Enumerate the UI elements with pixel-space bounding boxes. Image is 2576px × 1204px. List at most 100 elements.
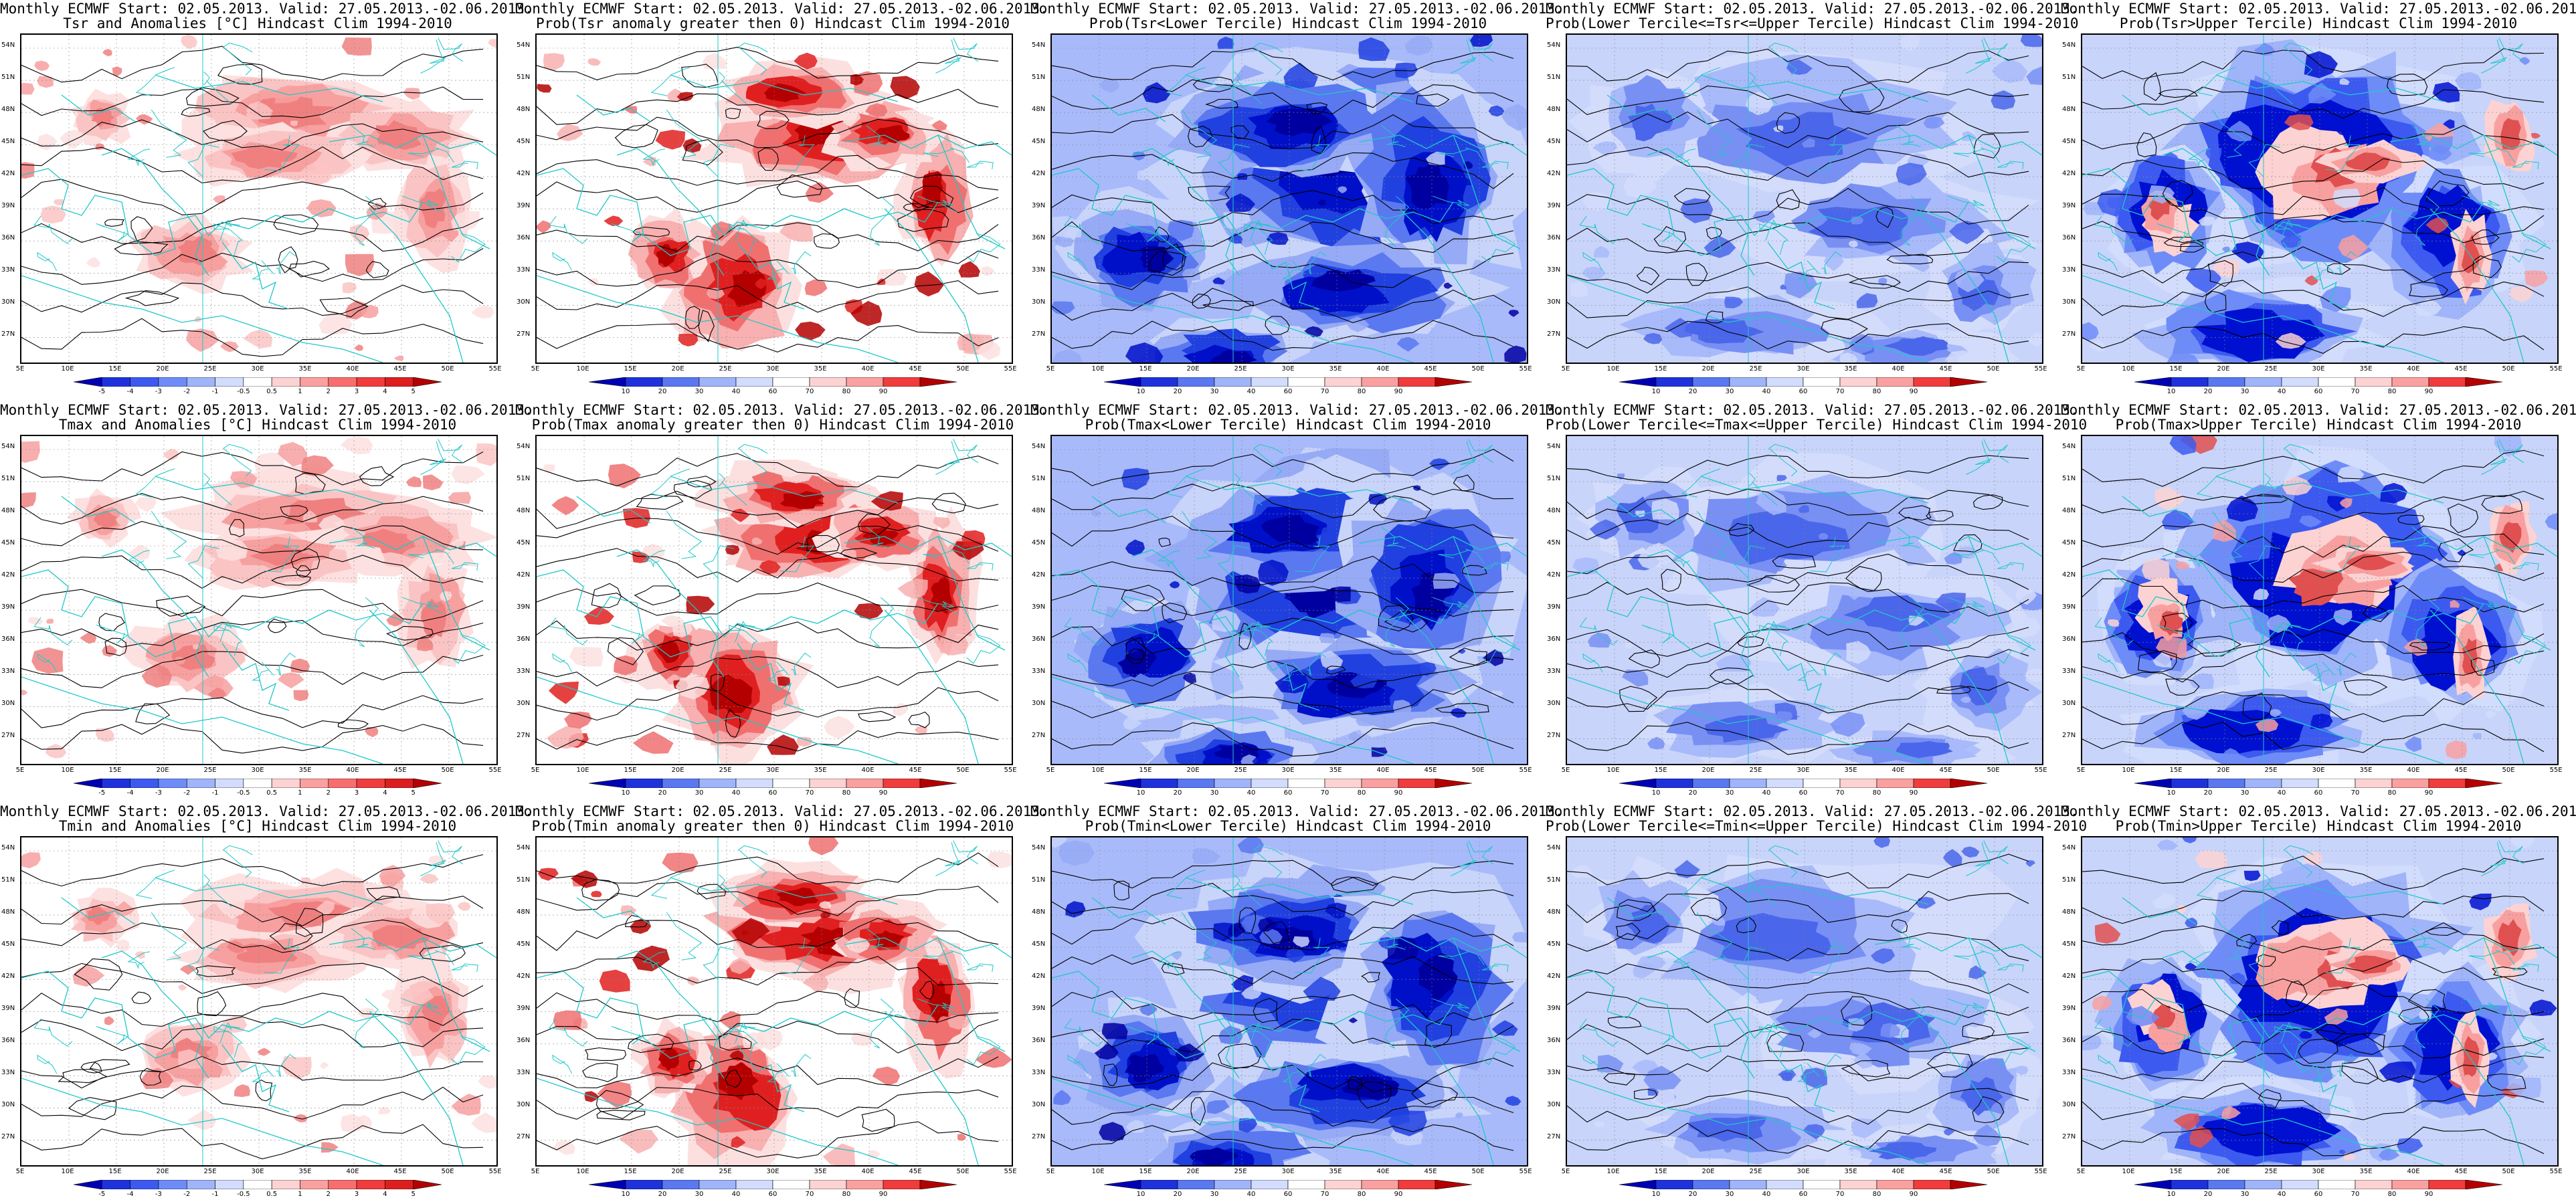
field-patch [543, 53, 565, 71]
field-patch [1849, 334, 1876, 354]
colorbar-segment [1177, 1180, 1215, 1189]
longitude-label: 15E [624, 767, 637, 774]
colorbar-label: 4 [383, 388, 387, 395]
field-patch [1231, 975, 1254, 992]
field-patch [986, 851, 1012, 869]
colorbar-segment [1950, 779, 1987, 788]
longitude-label: 35E [814, 767, 827, 774]
field-shade [1626, 905, 1670, 944]
colorbar-label: 30 [1210, 388, 1219, 395]
forecast-map [537, 436, 1012, 764]
field-patch [1142, 82, 1171, 104]
field-patch [1915, 896, 1936, 909]
field-shade [2500, 118, 2521, 150]
field-patch [564, 711, 592, 729]
colorbar-label: -1 [211, 789, 219, 797]
field-patch [2282, 476, 2312, 496]
colorbar-segment [1766, 779, 1804, 788]
longitude-label: 35E [2359, 365, 2373, 373]
colorbar-segment [2355, 779, 2393, 788]
colorbar-segment [1177, 377, 1215, 387]
colorbar-label: 3 [354, 1191, 359, 1198]
latitude-label: 30N [2062, 1101, 2076, 1109]
colorbar-label: 40 [731, 388, 741, 395]
field-patch [2414, 298, 2442, 316]
longitude-label: 55E [2549, 365, 2563, 373]
colorbar-segment [1140, 377, 1178, 387]
longitude-label: 45E [393, 767, 407, 774]
longitude-label: 30E [251, 1168, 264, 1175]
latitude-label: 27N [2062, 1133, 2076, 1141]
field-patch [2519, 57, 2531, 66]
longitude-label: 50E [956, 365, 970, 373]
colorbar-label: 60 [768, 1191, 777, 1198]
colorbar-segment [772, 779, 810, 788]
colorbar-label: -5 [98, 1191, 106, 1198]
field-patch [546, 726, 584, 749]
field-patch [86, 257, 100, 268]
colorbar [1104, 377, 1472, 387]
colorbar-segment [1177, 779, 1215, 788]
field-patch [141, 664, 173, 688]
field-patch [1368, 494, 1388, 505]
field-patch [1348, 730, 1362, 742]
field-patch [426, 903, 456, 924]
field-patch [1101, 1023, 1128, 1039]
forecast-panel: Monthly ECMWF Start: 02.05.2013. Valid: … [1546, 401, 2087, 803]
longitude-label: 10E [61, 767, 74, 774]
field-patch [2154, 486, 2186, 511]
field-patch [1777, 1070, 1797, 1081]
field-patch [2162, 509, 2195, 530]
longitude-label: 40E [1892, 1168, 1905, 1175]
field-shade [376, 120, 422, 150]
field-patch [981, 266, 995, 276]
latitude-label: 42N [517, 571, 531, 579]
latitude-label: 45N [1, 138, 15, 146]
field-patch [187, 1109, 217, 1130]
colorbar-segment [102, 377, 130, 387]
field-patch [2253, 588, 2270, 601]
longitude-label: 50E [1471, 1168, 1485, 1175]
field-patch [947, 1015, 971, 1030]
field-patch [584, 606, 614, 625]
colorbar-label: 2 [326, 1191, 331, 1198]
field-patch [1935, 592, 1966, 615]
field-patch [476, 443, 496, 466]
field-patch [45, 744, 67, 759]
field-patch [661, 615, 684, 628]
colorbar-label: 80 [2387, 388, 2397, 395]
colorbar-segment [271, 377, 300, 387]
colorbar-segment [2428, 1180, 2466, 1189]
longitude-label: 40E [1892, 365, 1905, 373]
field-shade [710, 674, 753, 713]
latitude-label: 48N [1, 908, 15, 916]
field-patch [1594, 1121, 1606, 1128]
latitude-label: 33N [1547, 668, 1561, 676]
colorbar-label: 10 [1651, 388, 1661, 395]
longitude-label: 55E [1519, 365, 1532, 373]
field-patch [1258, 559, 1289, 586]
latitude-label: 51N [2062, 876, 2076, 884]
colorbar-label: 20 [1688, 1191, 1697, 1198]
colorbar-segment [328, 1180, 357, 1189]
field-patch [1707, 688, 1724, 699]
latitude-label: 45N [1032, 940, 1046, 948]
field-patch [804, 279, 828, 296]
field-patch [1674, 860, 1700, 878]
colorbar-label: -0.5 [237, 388, 250, 395]
latitude-label: 42N [1, 571, 15, 579]
latitude-label: 33N [1, 668, 15, 676]
latitude-label: 51N [2062, 74, 2076, 82]
field-patch [557, 123, 583, 141]
latitude-label: 27N [517, 330, 531, 338]
longitude-label: 15E [108, 767, 122, 774]
latitude-label: 39N [1547, 603, 1561, 611]
longitude-label: 25E [2264, 1168, 2278, 1175]
longitude-label: 20E [1701, 1168, 1715, 1175]
field-patch [2156, 839, 2178, 850]
field-patch [2189, 673, 2214, 690]
longitude-label: 40E [346, 767, 359, 774]
colorbar-label: 40 [1762, 388, 1771, 395]
field-patch [40, 205, 66, 224]
longitude-label: 50E [2502, 767, 2515, 774]
